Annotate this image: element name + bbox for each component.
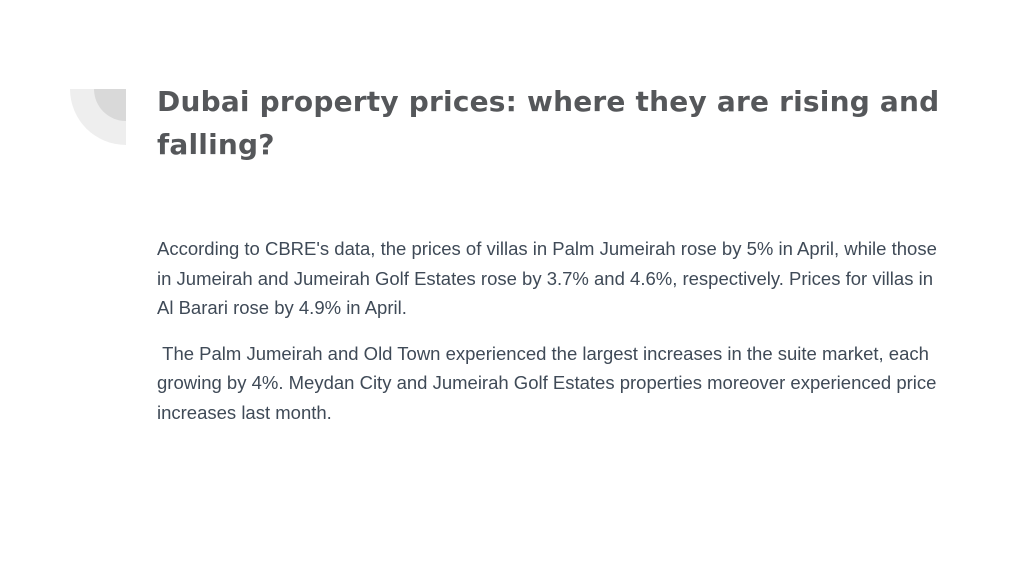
body-paragraph-2: The Palm Jumeirah and Old Town experienc… [157, 342, 937, 423]
slide-title: Dubai property prices: where they are ri… [157, 85, 940, 161]
body-paragraph-1: According to CBRE's data, the prices of … [157, 238, 937, 318]
inner-arc-shape [94, 89, 126, 121]
slide-body: According to CBRE's data, the prices of … [157, 234, 947, 443]
corner-quarter-circle-decoration [70, 89, 126, 145]
